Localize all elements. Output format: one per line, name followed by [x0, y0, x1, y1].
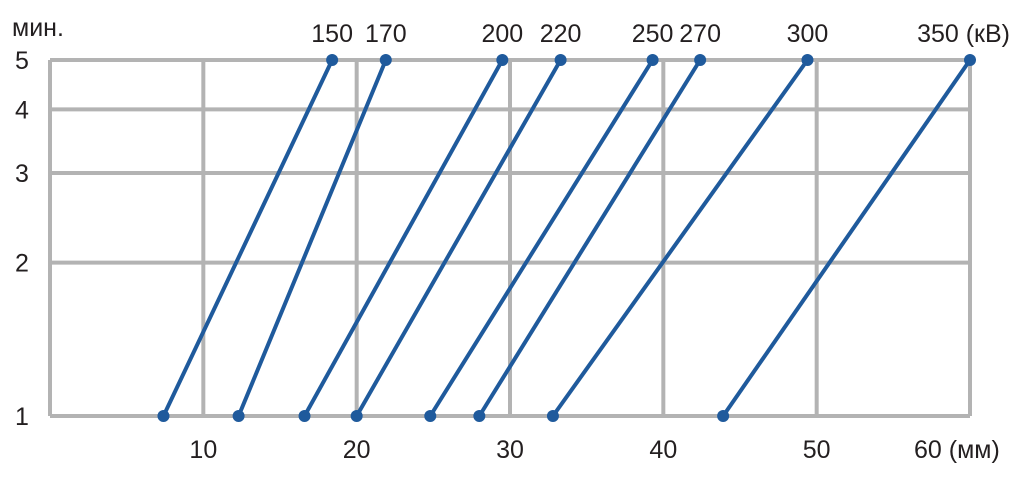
x-tick-label: 10	[189, 436, 217, 464]
data-point	[298, 410, 311, 422]
x-tick-label: 60 (мм)	[914, 436, 1000, 464]
series-label: 270	[679, 20, 721, 48]
data-point	[646, 54, 659, 66]
series-350	[717, 54, 976, 422]
series-line	[354, 59, 563, 417]
series-line	[161, 59, 334, 417]
x-tick-label: 30	[496, 436, 524, 464]
series-300	[546, 54, 814, 422]
x-tick-label: 40	[649, 436, 677, 464]
series-line	[551, 58, 810, 418]
data-point	[717, 410, 730, 422]
data-point	[964, 54, 976, 66]
series-label: 170	[365, 20, 407, 48]
data-point	[326, 54, 339, 66]
series-label: 300	[787, 20, 829, 48]
series-labels: 150 170 200 220 250 270 300 350 (кВ)	[311, 20, 1010, 48]
series-150	[157, 54, 339, 422]
series-label: 220	[540, 20, 582, 48]
y-tick-labels: 1 2 3 4 5	[15, 47, 29, 431]
series-line	[477, 58, 702, 418]
data-point	[157, 410, 170, 422]
y-axis-label: мин.	[12, 14, 64, 42]
series-group	[157, 54, 976, 422]
series-label: 250	[632, 20, 674, 48]
series-line	[428, 58, 655, 418]
series-label: 150	[311, 20, 353, 48]
grid	[48, 58, 972, 418]
x-tick-label: 20	[343, 436, 371, 464]
data-point	[424, 410, 437, 422]
series-170	[232, 54, 392, 422]
data-point	[232, 410, 245, 422]
data-point	[379, 54, 392, 66]
y-tick-label: 1	[15, 403, 29, 431]
data-point	[694, 54, 707, 66]
series-220	[350, 54, 567, 422]
y-tick-label: 4	[15, 96, 29, 124]
x-tick-label: 50	[803, 436, 831, 464]
y-tick-label: 3	[15, 160, 29, 188]
data-point	[801, 54, 814, 66]
series-label: 200	[481, 20, 523, 48]
x-tick-labels: 10 20 30 40 50 60 (мм)	[189, 436, 999, 464]
y-tick-label: 5	[15, 47, 29, 75]
series-270	[473, 54, 707, 422]
series-line	[721, 58, 972, 418]
data-point	[473, 410, 486, 422]
y-tick-label: 2	[15, 250, 29, 278]
data-point	[554, 54, 567, 66]
series-200	[298, 54, 509, 422]
data-point	[350, 410, 363, 422]
data-point	[496, 54, 509, 66]
series-label: 350 (кВ)	[917, 20, 1010, 48]
series-line	[236, 59, 388, 417]
data-point	[546, 410, 559, 422]
series-250	[424, 54, 659, 422]
series-line	[302, 59, 505, 417]
